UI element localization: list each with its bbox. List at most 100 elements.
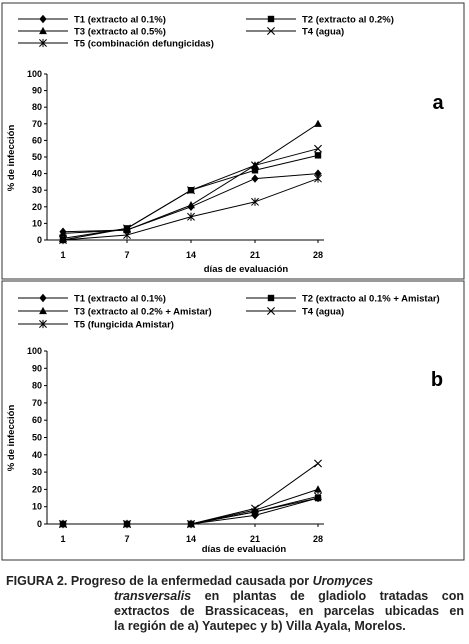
legend-item-b-1: T1 (extracto al 0.1%): [18, 294, 166, 305]
legend-label: T3 (extracto al 0.5%): [74, 27, 166, 38]
y-tick-label-a: 30: [32, 185, 42, 195]
legend-b: T1 (extracto al 0.1%) T2 (extracto al 0.1…: [18, 294, 440, 331]
y-axis-a: 0 10 20 30 40 50 60 70 80 90 100: [27, 69, 48, 245]
y-tick-label-a: 10: [32, 218, 42, 228]
y-tick-label-b: 20: [32, 484, 42, 494]
x-axis-a: 1 7 14 21 28: [47, 239, 324, 260]
caption-line-3: extractos de Brassicaceas, en parcelas u…: [114, 604, 464, 618]
caption-label: FIGURA 2.: [6, 574, 68, 588]
legend-swatch-marker: [39, 306, 47, 315]
legend-label: T3 (extracto al 0.2% + Amistar): [74, 307, 212, 318]
x-axis-title-b: días de evaluación: [202, 544, 287, 555]
legend-label: T4 (agua): [302, 27, 344, 38]
series-line-a-4: [62, 148, 319, 239]
caption-text-1: Progreso de la enfermedad causada por: [70, 574, 310, 588]
y-axis-b: 0 10 20 30 40 50 60 70 80 90 100: [27, 346, 48, 529]
legend-item-a-4: T4 (agua): [246, 27, 344, 38]
legend-item-b-5: T5 (fungicida Amistar): [18, 320, 174, 331]
data-point-a-5: [187, 212, 195, 221]
legend-swatch-marker: [267, 15, 275, 23]
y-tick-label-a: 20: [32, 202, 42, 212]
legend-swatch-marker: [39, 38, 47, 48]
legend-swatch-marker: [267, 27, 275, 35]
data-point-b-4: [314, 459, 322, 468]
legend-swatch-marker: [39, 319, 47, 329]
y-tick-label-b: 50: [32, 433, 42, 443]
data-point-a-4: [187, 186, 195, 195]
figure-caption: FIGURA 2. Progreso de la enfermedad caus…: [6, 574, 464, 634]
y-tick-label-a: 80: [32, 102, 42, 112]
data-point-a-1: [314, 169, 322, 178]
data-point-b-5: [314, 492, 322, 501]
data-point-b-3: [314, 485, 322, 493]
y-tick-label-b: 90: [32, 363, 42, 373]
y-tick-label-b: 30: [32, 467, 42, 477]
series-a-4: [59, 144, 322, 243]
y-tick-label-b: 100: [27, 346, 42, 356]
x-tick-label-b: 14: [186, 534, 196, 544]
legend-label: T4 (agua): [302, 307, 344, 318]
legend-swatch-marker: [267, 294, 275, 302]
legend-label: T1 (extracto al 0.1%): [74, 15, 166, 26]
data-point-b-5: [187, 519, 195, 529]
y-tick-label-a: 100: [27, 69, 42, 79]
x-tick-label-a: 7: [124, 250, 129, 260]
x-tick-label-a: 1: [60, 250, 65, 260]
data-point-a-5: [314, 174, 322, 183]
y-axis-title-a: % de infección: [6, 125, 17, 192]
series-group-a: [59, 119, 322, 245]
y-tick-label-a: 90: [32, 86, 42, 96]
x-tick-label-a: 21: [250, 250, 260, 260]
legend-item-a-3: T3 (extracto al 0.5%): [18, 27, 166, 38]
data-point-a-5: [251, 197, 259, 206]
y-tick-label-b: 70: [32, 398, 42, 408]
chart-frame-b: [1, 280, 465, 561]
legend-swatch-marker: [267, 307, 275, 315]
y-tick-label-a: 40: [32, 169, 42, 179]
y-tick-label-a: 70: [32, 119, 42, 129]
series-a-5: [59, 174, 322, 245]
x-tick-label-a: 14: [186, 250, 196, 260]
x-tick-label-a: 28: [313, 250, 323, 260]
data-point-a-3: [123, 225, 131, 234]
panel-label-b: b: [431, 369, 443, 391]
series-b-4: [59, 459, 322, 528]
legend-item-b-4: T4 (agua): [246, 307, 344, 318]
x-tick-label-b: 21: [250, 534, 260, 544]
data-point-a-4: [251, 161, 259, 170]
legend-item-b-3: T3 (extracto al 0.2% + Amistar): [18, 307, 212, 318]
x-tick-label-b: 28: [313, 534, 323, 544]
series-group-b: [59, 459, 322, 529]
caption-line-1: FIGURA 2. Progreso de la enfermedad caus…: [6, 574, 464, 589]
y-tick-label-b: 10: [32, 502, 42, 512]
legend-item-a-1: T1 (extracto al 0.1%): [18, 15, 166, 26]
legend-label: T2 (extracto al 0.2%): [302, 15, 394, 26]
legend-swatch-marker: [39, 293, 47, 303]
data-point-b-5: [251, 507, 259, 516]
y-tick-label-a: 50: [32, 152, 42, 162]
caption-line-2: transversalis en plantas de gladiolo tra…: [6, 589, 464, 604]
data-point-a-5: [59, 235, 67, 245]
y-tick-label-a: 0: [37, 235, 42, 245]
data-point-a-2: [314, 152, 322, 159]
chart-frame-a: [1, 2, 465, 280]
legend-label: T1 (extracto al 0.1%): [74, 294, 166, 305]
y-tick-label-b: 80: [32, 381, 42, 391]
legend-swatch-marker: [39, 14, 47, 24]
y-tick-label-a: 60: [32, 135, 42, 145]
x-tick-label-b: 1: [60, 534, 65, 544]
legend-item-a-2: T2 (extracto al 0.2%): [246, 15, 394, 26]
y-tick-label-b: 40: [32, 450, 42, 460]
chart-panel-a: T1 (extracto al 0.1%) T2 (extracto al 0.2…: [1, 2, 465, 280]
data-point-a-1: [251, 174, 259, 183]
data-point-b-5: [123, 519, 131, 529]
x-tick-label-b: 7: [124, 534, 129, 544]
data-point-b-5: [59, 519, 67, 529]
legend-a: T1 (extracto al 0.1%) T2 (extracto al 0.2…: [18, 15, 394, 50]
series-b-5: [59, 492, 322, 529]
y-tick-label-b: 0: [37, 519, 42, 529]
legend-label: T5 (combinación defungicidas): [74, 39, 214, 50]
caption-species-genus: Uromyces: [312, 574, 374, 588]
y-axis-title-b: % de infección: [6, 405, 17, 472]
